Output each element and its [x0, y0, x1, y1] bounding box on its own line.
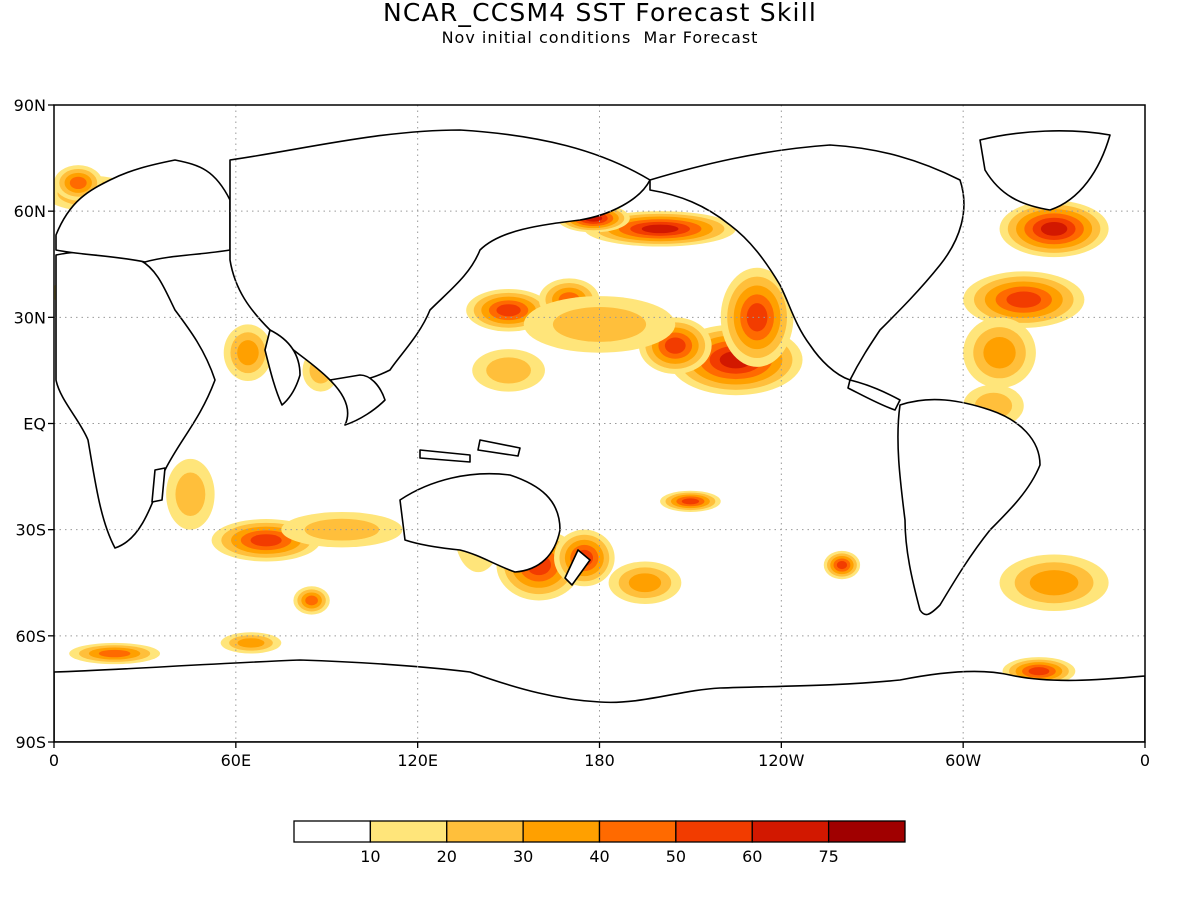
chart-subtitle: Nov initial conditions Mar Forecast: [441, 28, 759, 47]
colorbar-swatch: [293, 820, 372, 843]
skill-region-28-level-3: [237, 638, 265, 648]
skill-region-18-level-5: [250, 534, 282, 547]
colorbar-swatch: [369, 820, 448, 843]
skill-region-16-level-3: [237, 340, 259, 366]
skill-region-29-level-5: [1028, 667, 1050, 676]
colorbar-swatch: [675, 820, 753, 843]
colorbar-label: 40: [589, 847, 609, 866]
lat-tick-label: 30N: [14, 308, 46, 327]
colorbar-label: 30: [513, 847, 533, 866]
lat-tick-label: 90S: [15, 733, 46, 752]
central-america-outline: [847, 379, 901, 411]
lon-tick-label: 60W: [945, 751, 981, 770]
africa-outline: [55, 250, 216, 549]
skill-region-25-level-5: [836, 561, 848, 570]
skill-region-11-level-3: [983, 336, 1016, 369]
skill-region-10-level-5: [1006, 291, 1042, 308]
colorbar-label: 50: [666, 847, 686, 866]
lat-tick-label: EQ: [23, 415, 46, 434]
lon-tick-label: 180: [584, 751, 615, 770]
coastlines: [54, 129, 1145, 742]
lon-tick-label: 120E: [397, 751, 438, 770]
new-zealand-outline: [564, 549, 591, 586]
skill-region-24-level-5: [681, 498, 700, 505]
skill-region-26-level-3: [1029, 570, 1079, 596]
chart-title: NCAR_CCSM4 SST Forecast Skill: [382, 0, 817, 27]
colorbar-swatch: [522, 820, 601, 843]
skill-region-27-level-4: [98, 649, 131, 658]
skill-region-9-level-6: [1040, 221, 1068, 236]
north-america-outline: [649, 144, 965, 381]
lat-tick-label: 60S: [15, 627, 46, 646]
lat-tick-label: 60N: [14, 202, 46, 221]
colorbar-label: 20: [437, 847, 457, 866]
skill-region-3-level-6: [641, 224, 679, 234]
graticule: [54, 105, 1145, 742]
skill-region-1-level-5: [746, 303, 768, 332]
colorbar-label: 10: [360, 847, 380, 866]
lon-tick-label: 120W: [758, 751, 805, 770]
greenland-outline: [979, 130, 1111, 211]
lat-tick-label: 90N: [14, 96, 46, 115]
skill-region-15-level-4: [69, 176, 87, 190]
india-outline: [264, 329, 301, 406]
colorbar-label: 75: [818, 847, 838, 866]
skill-region-23-level-3: [628, 573, 662, 593]
colorbar: 10 20 30 40 50 60 75: [293, 820, 906, 866]
lon-tick-label: 0: [1140, 751, 1150, 770]
madagascar-outline: [151, 467, 166, 503]
colorbar-swatch: [751, 820, 830, 843]
lon-tick-label: 0: [49, 751, 59, 770]
skill-region-5-level-5: [496, 304, 521, 317]
southeast-asia-outline: [329, 374, 386, 426]
skill-region-20-level-4: [305, 595, 318, 606]
colorbar-swatch: [598, 820, 677, 843]
lat-tick-label: 30S: [15, 521, 46, 540]
colorbar-swatch: [446, 820, 524, 843]
colorbar-swatch: [827, 820, 906, 843]
skill-region-7-level-2: [552, 306, 647, 342]
skill-region-8-level-2: [486, 357, 531, 384]
colorbar-label: 60: [742, 847, 762, 866]
australia-outline: [399, 472, 561, 573]
skill-region-19-level-2: [304, 518, 380, 541]
asia-outline: [229, 129, 651, 383]
skill-region-30-level-2: [175, 472, 206, 517]
antarctica-outline: [54, 659, 1145, 742]
south-america-outline: [897, 398, 1041, 616]
lon-tick-label: 60E: [221, 751, 251, 770]
indonesia-outline: [419, 439, 521, 463]
skill-region-2-level-5: [664, 337, 686, 354]
